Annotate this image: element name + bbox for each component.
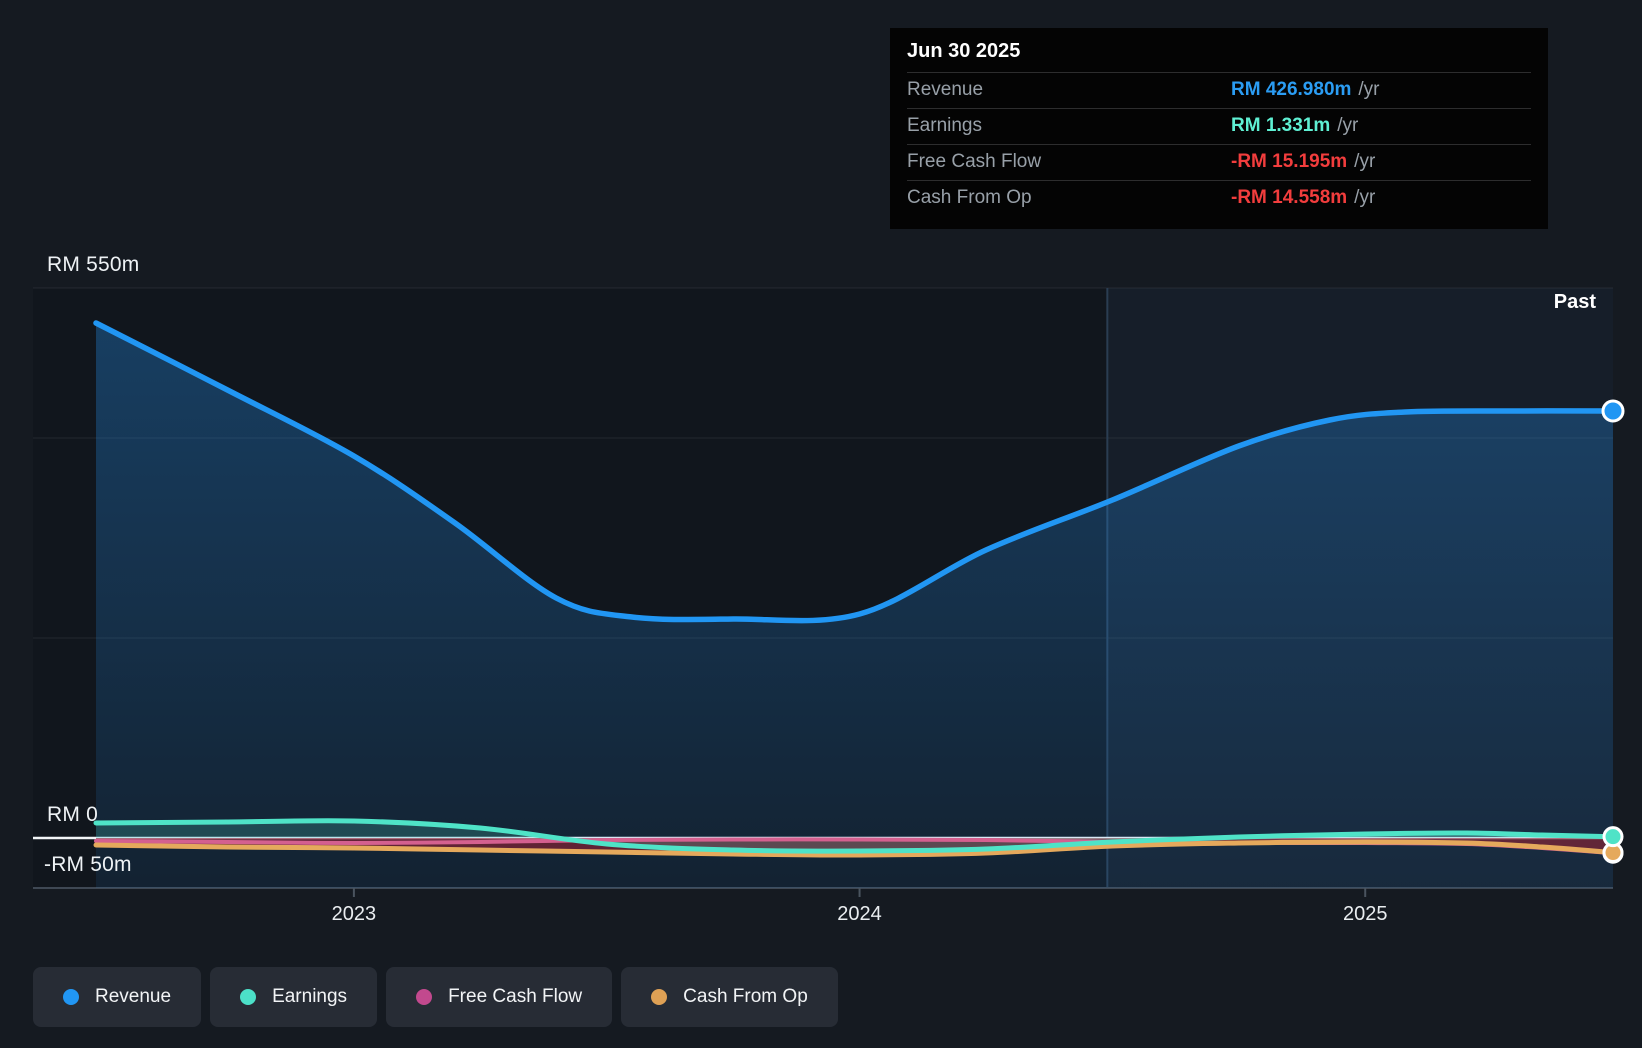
tooltip-metric-unit: /yr [1337,115,1359,136]
tooltip-row: Cash From Op -RM 14.558m/yr [907,180,1531,216]
tooltip-metric-value: -RM 14.558m [1231,187,1348,208]
legend-color-dot [240,989,257,1005]
tooltip-metric-unit: /yr [1354,187,1376,208]
revenue-area [96,323,1613,888]
legend-color-dot [416,989,433,1005]
y-axis-label: RM 0 [47,803,98,826]
cash-from-op-line [93,839,1616,858]
tooltip-value-group: -RM 14.558m/yr [1231,187,1531,209]
legend-label: Cash From Op [683,986,808,1007]
x-axis-label: 2025 [1342,903,1388,925]
revenue-line [93,320,1616,624]
legend-label: Free Cash Flow [448,986,583,1007]
tooltip-metric-label: Cash From Op [907,187,1032,208]
tooltip-metric-label: Earnings [907,115,982,136]
tooltip-value-group: RM 1.331m/yr [1231,115,1531,137]
tooltip-rows: Revenue RM 426.980m/yr Earnings RM 1.331m/y… [907,72,1531,216]
legend-item-free-cash-flow[interactable]: Free Cash Flow [386,967,613,1027]
data-tooltip: Jun 30 2025 Revenue RM 426.980m/yr Earning… [890,28,1548,229]
legend-color-dot [63,989,79,1005]
tooltip-row: Earnings RM 1.331m/yr [907,108,1531,144]
y-axis-label: RM 550m [47,253,140,276]
legend-item-cash-from-op[interactable]: Cash From Op [621,967,838,1027]
tooltip-metric-unit: /yr [1358,79,1380,100]
legend-item-revenue[interactable]: Revenue [33,967,202,1027]
revenue-end-dot [1601,399,1625,423]
x-axis-label: 2023 [331,903,377,925]
tooltip-value-group: -RM 15.195m/yr [1231,151,1531,173]
legend-item-earnings[interactable]: Earnings [210,967,378,1027]
tooltip-row: Revenue RM 426.980m/yr [907,72,1531,108]
tooltip-metric-unit: /yr [1354,151,1376,172]
tooltip-metric-label: Revenue [907,79,984,100]
y-axis-label: -RM 50m [44,853,132,876]
tooltip-metric-label: Free Cash Flow [907,151,1042,172]
legend-label: Revenue [95,986,172,1007]
legend-color-dot [651,989,668,1005]
legend-label: Earnings [272,986,348,1007]
x-axis-label: 2024 [837,903,882,925]
chart-legend: Revenue Earnings Free Cash Flow Cash From O… [33,967,838,1027]
past-label: Past [1553,291,1596,313]
tooltip-value-group: RM 426.980m/yr [1231,79,1531,101]
earnings-end-dot [1602,826,1624,848]
earnings-line [93,818,1616,854]
tooltip-row: Free Cash Flow -RM 15.195m/yr [907,144,1531,180]
tooltip-metric-value: RM 1.331m [1231,115,1331,136]
tooltip-metric-value: -RM 15.195m [1231,151,1348,172]
tooltip-date: Jun 30 2025 [907,40,1021,62]
tooltip-metric-value: RM 426.980m [1231,79,1352,100]
